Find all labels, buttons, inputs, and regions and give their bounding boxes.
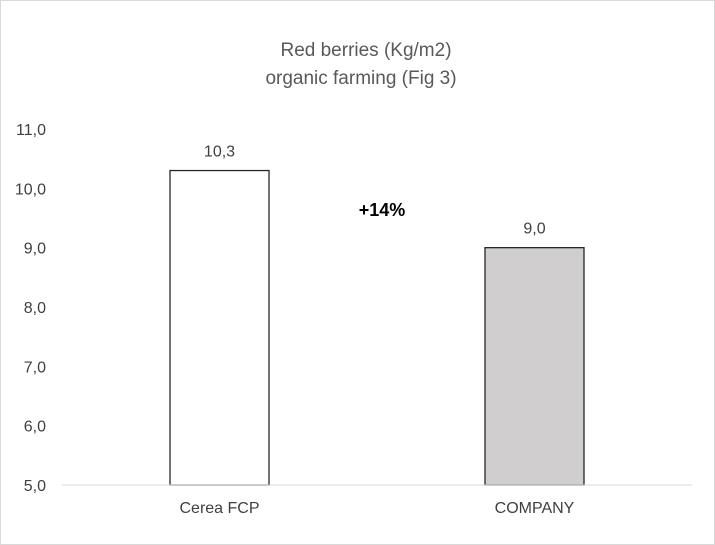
data-label: 10,3 <box>204 144 235 161</box>
bars-group <box>169 169 585 486</box>
y-tick-label: 5,0 <box>24 478 46 495</box>
y-tick-label: 6,0 <box>24 419 46 436</box>
y-tick-label: 10,0 <box>15 181 46 198</box>
bar-1 <box>169 169 270 486</box>
chart-title-line-2: organic farming (Fig 3) <box>265 68 456 89</box>
chart-title: Red berries (Kg/m2) organic farming (Fig… <box>265 40 456 89</box>
y-tick-label: 7,0 <box>24 359 46 376</box>
y-axis: 5,0 6,0 7,0 8,0 9,0 10,0 11,0 <box>15 122 46 495</box>
category-labels: Cerea FCP COMPANY <box>179 500 574 517</box>
category-label: Cerea FCP <box>179 500 259 517</box>
y-tick-label: 8,0 <box>24 300 46 317</box>
difference-annotation: +14% <box>359 200 406 220</box>
y-tick-label: 9,0 <box>24 241 46 258</box>
y-tick-label: 11,0 <box>16 122 46 139</box>
data-label: 9,0 <box>523 221 545 238</box>
data-labels: 10,3 9,0 <box>204 144 546 238</box>
chart-title-line-1: Red berries (Kg/m2) <box>280 40 451 61</box>
category-label: COMPANY <box>495 500 575 517</box>
bar-2 <box>484 247 585 486</box>
